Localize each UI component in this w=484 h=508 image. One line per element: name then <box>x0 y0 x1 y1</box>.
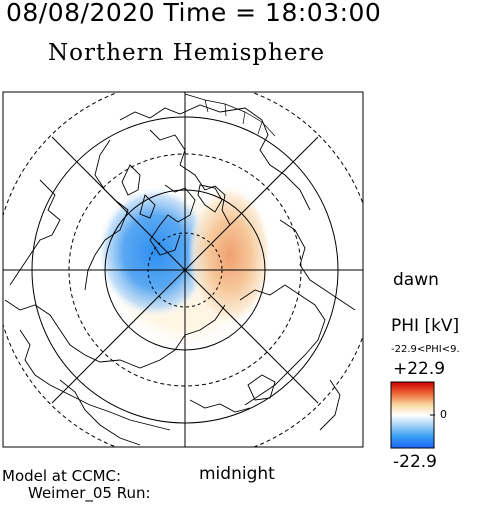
model-label: Model at CCMC: <box>2 467 122 485</box>
dawn-potential-cell <box>188 185 272 325</box>
coastlines <box>4 104 356 446</box>
run-label: Weimer_05 Run: <box>28 484 151 502</box>
colorbar-min-label: -22.9 <box>393 452 437 472</box>
colorbar-range-text: -22.9<PHI<9. <box>391 344 460 355</box>
meridian-lines <box>3 92 363 447</box>
polar-map <box>2 91 364 448</box>
map-frame <box>2 91 364 448</box>
colorbar-quantity-label: PHI [kV] <box>391 316 460 336</box>
hemisphere-title: Northern Hemisphere <box>48 40 326 66</box>
dawn-label: dawn <box>393 270 439 290</box>
colorbar-max-label: +22.9 <box>393 359 446 379</box>
midnight-label: midnight <box>199 464 275 484</box>
colorbar-zero-label: 0 <box>440 408 447 421</box>
colorbar <box>390 381 435 449</box>
colorbar-gradient <box>390 381 435 449</box>
top-grid-fragments <box>184 93 276 137</box>
timestamp-title: 08/08/2020 Time = 18:03:00 <box>6 0 382 27</box>
